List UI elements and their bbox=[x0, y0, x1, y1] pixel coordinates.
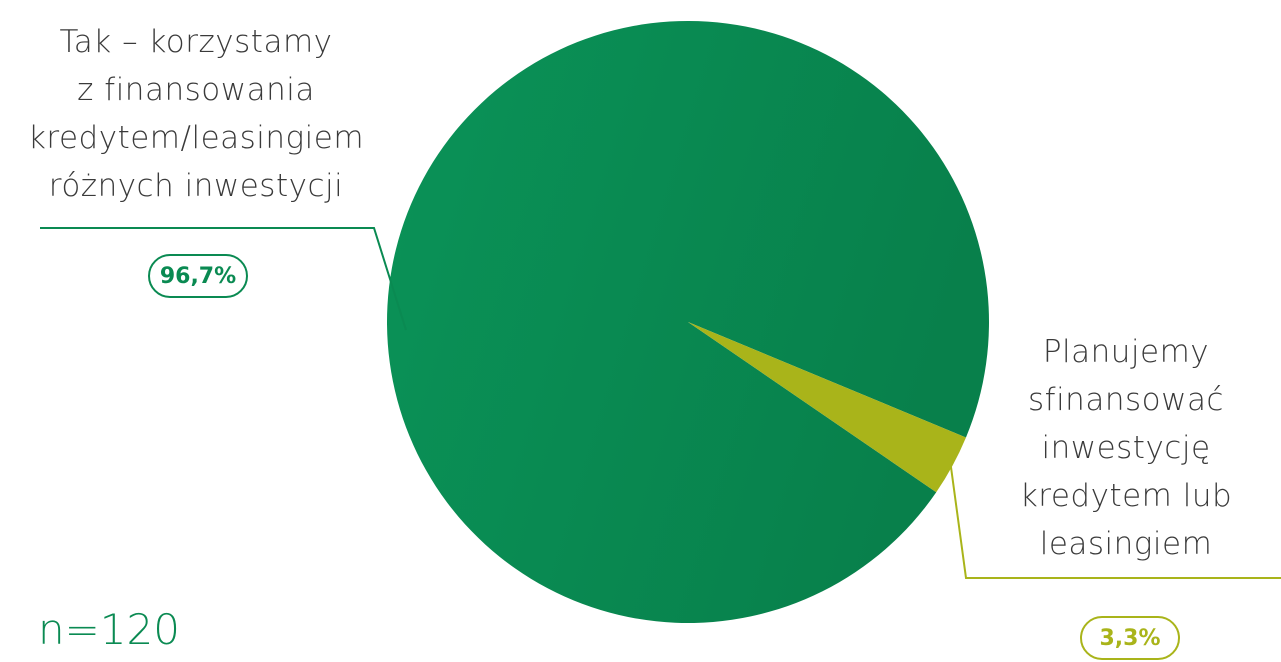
slice-label-small-line-4: kredytem lub bbox=[1019, 478, 1233, 514]
sample-size-annotation: n=120 bbox=[38, 605, 180, 654]
slice-label-small-line-3: inwestycję bbox=[1041, 430, 1211, 466]
leader-line-main bbox=[40, 227, 407, 331]
slice-label-small-line-2: sfinansować bbox=[1028, 382, 1224, 418]
leader-line-small bbox=[949, 463, 1281, 579]
slice-label-main-line-2: z finansowania bbox=[77, 72, 315, 108]
data-label-main-percentage: 96,7% bbox=[148, 254, 248, 298]
slice-label-small-line-5: leasingiem bbox=[1039, 526, 1213, 562]
slice-label-main-line-4: różnych inwestycji bbox=[48, 168, 344, 204]
data-label-small-percentage: 3,3% bbox=[1080, 616, 1180, 660]
pie-slice-small bbox=[688, 322, 966, 493]
slice-label-main-line-3: kredytem/leasingiem bbox=[27, 120, 365, 156]
slice-label-small-line-1: Planujemy bbox=[1042, 334, 1210, 370]
pie-slice-main bbox=[387, 20, 990, 623]
slice-label-main: Tak – korzystamy z finansowania kredytem… bbox=[0, 18, 392, 210]
slice-label-main-line-1: Tak – korzystamy bbox=[59, 24, 333, 60]
slice-label-small: Planujemy sfinansować inwestycję kredyte… bbox=[1004, 328, 1248, 568]
